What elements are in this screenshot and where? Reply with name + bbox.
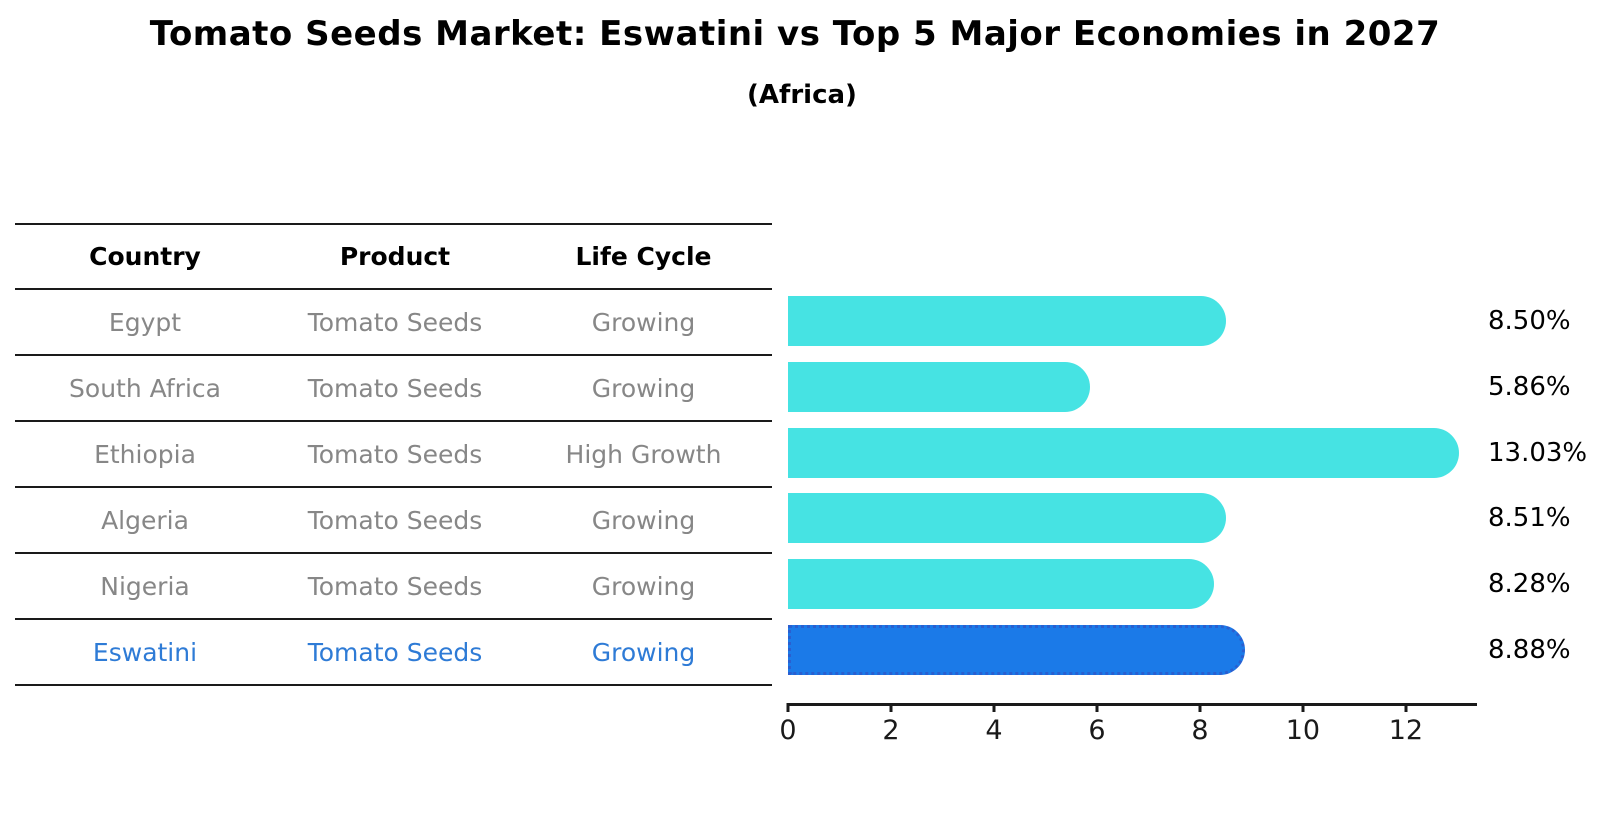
x-tick (1301, 703, 1305, 712)
country-cell: Ethiopia (94, 439, 196, 469)
bar-row: 8.50% (788, 296, 1571, 346)
bar-chart: 8.50% 5.86% 13.03% 8.51% 8.28% 8.88% 0 2 4… (779, 223, 1587, 746)
column-header-product: Product (339, 242, 451, 271)
bar-row: 8.88% (788, 625, 1571, 675)
bar-algeria (788, 493, 1227, 544)
life-cycle-cell: Growing (591, 571, 696, 601)
value-label-egypt: 8.50% (1488, 306, 1571, 336)
bar-ethiopia (788, 427, 1459, 478)
country-cell: Eswatini (92, 637, 198, 667)
product-cell: Tomato Seeds (307, 307, 483, 337)
x-tick (889, 703, 893, 712)
table-row: South Africa Tomato Seeds Growing (15, 356, 772, 422)
chart-subtitle: (Africa) (747, 80, 857, 110)
product-cell: Tomato Seeds (307, 505, 483, 535)
x-tick-label: 0 (779, 715, 797, 746)
life-cycle-cell: Growing (591, 637, 696, 667)
table-row: Algeria Tomato Seeds Growing (15, 488, 772, 554)
product-cell: Tomato Seeds (307, 571, 483, 601)
life-cycle-cell: Growing (591, 307, 696, 337)
column-header-life-cycle: Life Cycle (575, 242, 712, 271)
x-tick-label: 12 (1388, 715, 1424, 746)
bar-egypt (788, 296, 1226, 346)
bar-eswatini-highlighted (788, 625, 1246, 675)
x-tick (992, 703, 996, 712)
value-label-nigeria: 8.28% (1488, 569, 1571, 600)
table-row-eswatini: Eswatini Tomato Seeds Growing (15, 620, 772, 686)
x-tick (1095, 703, 1099, 712)
value-label-eswatini: 8.88% (1488, 635, 1571, 665)
x-tick-label: 6 (1088, 715, 1106, 746)
bar-row: 8.28% (788, 559, 1571, 610)
x-tick-label: 2 (882, 715, 900, 746)
x-tick (1404, 703, 1408, 712)
column-header-country: Country (89, 242, 201, 271)
product-cell: Tomato Seeds (307, 439, 483, 469)
chart-title: Tomato Seeds Market: Eswatini vs Top 5 M… (149, 14, 1441, 54)
life-cycle-cell: Growing (591, 505, 696, 535)
value-label-south-africa: 5.86% (1488, 371, 1571, 402)
bar-row: 5.86% (788, 361, 1571, 412)
bar-nigeria (788, 559, 1215, 610)
x-tick-label: 10 (1285, 715, 1321, 746)
table-header-row: Country Product Life Cycle (15, 225, 772, 290)
bar-row: 8.51% (788, 493, 1571, 544)
x-tick-label: 4 (985, 715, 1003, 746)
table-row: Nigeria Tomato Seeds Growing (15, 554, 772, 620)
country-cell: Nigeria (100, 571, 190, 601)
x-tick (786, 703, 790, 712)
bar-row: 13.03% (788, 427, 1587, 478)
life-cycle-cell: Growing (591, 373, 696, 403)
country-cell: Egypt (108, 307, 182, 337)
bar-south-africa (788, 361, 1090, 412)
value-label-ethiopia: 13.03% (1488, 437, 1588, 468)
country-cell: Algeria (101, 505, 189, 535)
table-row: Egypt Tomato Seeds Growing (15, 290, 772, 356)
x-tick-label: 8 (1191, 715, 1209, 746)
life-cycle-cell: High Growth (565, 439, 722, 469)
product-cell: Tomato Seeds (307, 637, 483, 667)
product-cell: Tomato Seeds (307, 373, 483, 403)
country-table: Country Product Life Cycle Egypt Tomato … (15, 223, 772, 686)
value-label-algeria: 8.51% (1488, 503, 1571, 534)
x-tick (1198, 703, 1202, 712)
table-row: Ethiopia Tomato Seeds High Growth (15, 422, 772, 488)
country-cell: South Africa (69, 373, 221, 403)
